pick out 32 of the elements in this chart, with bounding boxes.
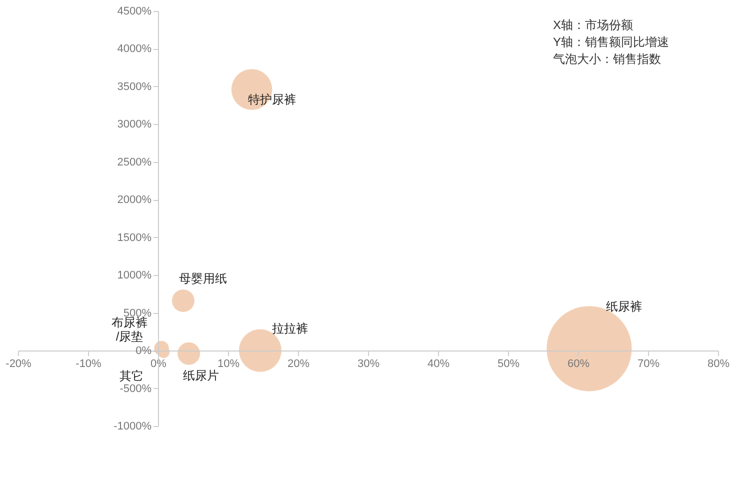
x-tick-label: 30% bbox=[357, 358, 380, 370]
annotation: 气泡大小：销售指数 bbox=[553, 52, 661, 66]
x-tick-label: 80% bbox=[707, 358, 730, 370]
y-tick-label: -1000% bbox=[114, 420, 152, 432]
series-label: 特护尿裤 bbox=[248, 92, 296, 106]
annotation: X轴：市场份额 bbox=[553, 18, 634, 32]
y-tick-label: 2000% bbox=[117, 194, 152, 206]
x-tick-label: 70% bbox=[637, 358, 660, 370]
y-tick-label: 3000% bbox=[117, 118, 152, 131]
series-label: 拉拉裤 bbox=[272, 322, 308, 336]
series-label: 布尿裤 /尿垫 bbox=[112, 315, 148, 344]
y-tick-label: 0% bbox=[136, 345, 152, 358]
y-tick-label: 2500% bbox=[117, 156, 152, 168]
x-tick-label: -20% bbox=[6, 358, 32, 370]
x-tick-label: -10% bbox=[76, 358, 102, 370]
x-tick-label: 10% bbox=[217, 358, 240, 370]
y-tick-label: 3500% bbox=[117, 80, 152, 93]
y-tick-label: -500% bbox=[120, 382, 152, 395]
x-tick-label: 60% bbox=[567, 358, 590, 370]
series-label: 母婴用纸 bbox=[179, 272, 228, 286]
y-tick-label: 4000% bbox=[117, 43, 152, 56]
y-tick-label: 1500% bbox=[117, 232, 152, 244]
x-tick-label: 50% bbox=[497, 358, 520, 370]
y-tick-label: 4500% bbox=[117, 6, 152, 18]
x-tick-label: 40% bbox=[427, 358, 450, 370]
y-tick-label: 1000% bbox=[117, 270, 152, 282]
series-label: 纸尿裤 bbox=[606, 300, 642, 314]
x-tick-label: 0% bbox=[150, 358, 167, 370]
x-tick-label: 20% bbox=[287, 358, 310, 370]
annotation: Y轴：销售额同比增速 bbox=[553, 35, 670, 49]
series-label: 其它 bbox=[120, 369, 144, 384]
series-label: 纸尿片 bbox=[182, 368, 219, 383]
